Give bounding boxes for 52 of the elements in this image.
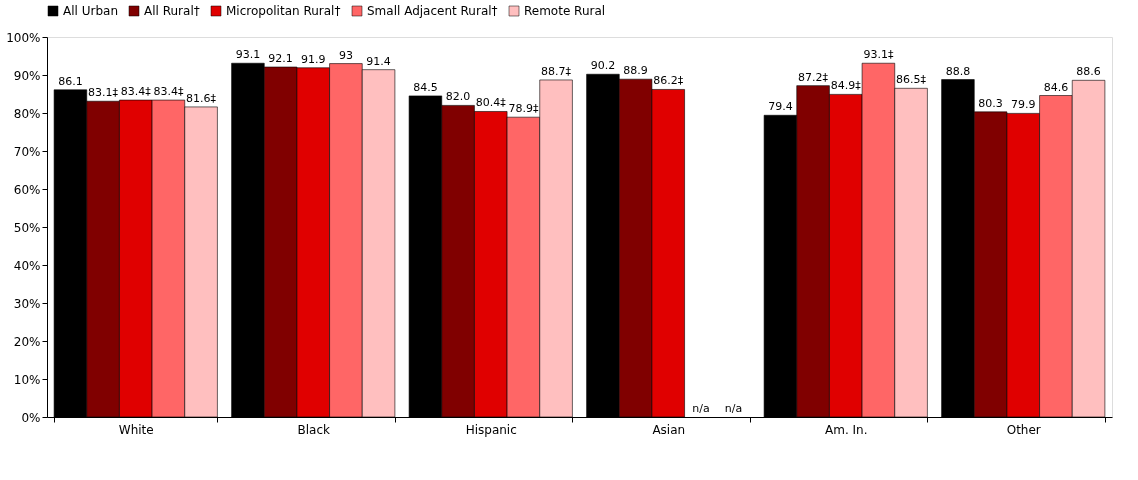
data-label: 78.9‡ — [508, 102, 539, 116]
y-tick-label: 90% — [13, 68, 41, 83]
data-label: 88.9 — [623, 64, 648, 78]
data-label: 93 — [338, 48, 353, 62]
data-label: 80.4‡ — [475, 96, 507, 110]
legend-label: Remote Rural — [524, 4, 606, 18]
data-label: 86.1 — [58, 74, 83, 88]
text: n/a — [724, 402, 743, 415]
y-tick-label: 0% — [21, 410, 41, 425]
x-tick-label: White — [118, 422, 154, 437]
legend-label: All Rural† — [144, 4, 200, 18]
data-label: 88.7‡ — [541, 64, 572, 78]
data-label: 86.5‡ — [896, 73, 927, 87]
text: n/a — [692, 402, 710, 415]
y-tick-label: 60% — [13, 182, 41, 197]
data-label: 87.2‡ — [798, 70, 829, 84]
data-label: 81.6‡ — [186, 91, 217, 105]
legend-label: Small Adjacent Rural† — [367, 4, 498, 18]
data-label: 88.6 — [1076, 65, 1101, 79]
legend-label: All Urban — [63, 4, 118, 18]
data-label: 84.9‡ — [830, 79, 862, 93]
data-label: 82.0 — [445, 90, 471, 104]
data-label: 91.9 — [301, 52, 326, 66]
y-tick-label: 70% — [13, 144, 41, 159]
y-tick-label: 40% — [13, 258, 41, 273]
y-tick-label: 20% — [13, 334, 41, 349]
data-label: 91.4 — [366, 54, 391, 68]
data-label: 79.4 — [768, 100, 793, 114]
data-label: 90.2 — [590, 59, 616, 73]
legend-label: Micropolitan Rural† — [226, 4, 341, 18]
x-tick-label: Hispanic — [465, 422, 517, 437]
data-label: 80.3 — [978, 96, 1003, 110]
data-label: 93.1 — [235, 48, 261, 62]
y-tick-label: 80% — [13, 106, 41, 121]
y-tick-label: 30% — [13, 296, 41, 311]
data-label: 93.1‡ — [863, 48, 894, 62]
y-tick-label: 50% — [13, 220, 41, 235]
x-tick-label: Black — [297, 422, 331, 437]
x-tick-label: Am. In. — [825, 422, 868, 437]
x-tick-label: Asian — [652, 422, 686, 437]
data-label: 84.5 — [413, 80, 438, 94]
data-label: 83.4‡ — [120, 85, 152, 99]
y-tick-label: 10% — [13, 372, 41, 387]
data-label: 88.8 — [945, 64, 971, 78]
x-tick-label: Other — [1006, 422, 1041, 437]
data-label: 79.9 — [1011, 98, 1036, 112]
data-label: 83.4‡ — [153, 85, 184, 99]
data-label: 84.6 — [1043, 80, 1069, 94]
data-label: 86.2‡ — [653, 74, 684, 88]
data-label: 83.1‡ — [88, 86, 119, 100]
y-tick-label: 100% — [6, 30, 41, 45]
data-label: 92.1 — [268, 52, 293, 66]
